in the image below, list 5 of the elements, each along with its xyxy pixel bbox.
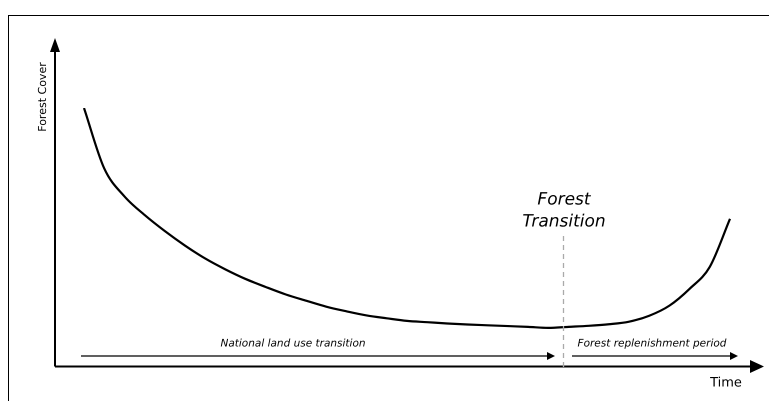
annotation: Forest Transition [522,189,606,232]
x-axis-title: Time [709,375,742,390]
annotation: Forest replenishment period [578,338,727,350]
annotation: National land use transition [220,338,366,350]
y-axis-title: Forest Cover [36,62,49,132]
